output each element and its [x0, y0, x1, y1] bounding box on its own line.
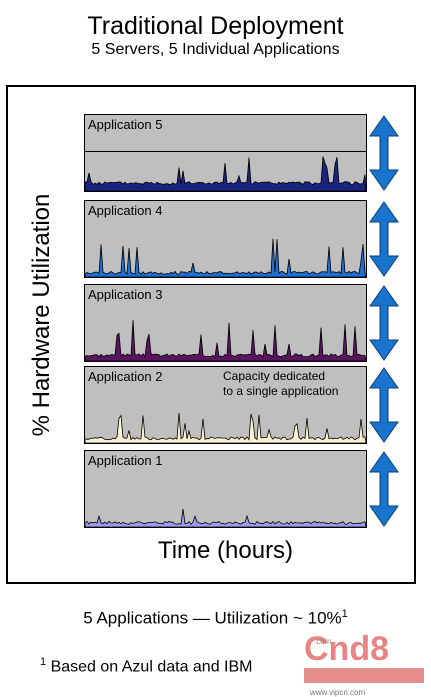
arrow-shape: [369, 115, 399, 191]
footnote: 1 Based on Azul data and IBM: [40, 652, 253, 677]
capacity-note: Capacity dedicated to a single applicati…: [223, 369, 338, 399]
y-axis-label: % Hardware Utilization: [28, 193, 55, 437]
svg-text:www.vipcn.com: www.vipcn.com: [309, 688, 365, 697]
summary-text: 5 Applications — Utilization ~ 10%: [83, 608, 342, 628]
arrow-shape: [369, 451, 399, 527]
utilization-summary: 5 Applications — Utilization ~ 10%1: [0, 604, 431, 629]
capacity-arrow-icon: [369, 201, 399, 277]
utilization-trace: [85, 238, 366, 277]
panel-application-2: Application 2 Capacity dedicated to a si…: [84, 366, 367, 444]
utilization-trace: [85, 320, 366, 361]
panel-application-3: Application 3: [84, 284, 367, 362]
utilization-chart: [85, 508, 366, 527]
panel-label: Application 2: [88, 369, 163, 384]
utilization-chart: [85, 412, 366, 443]
utilization-trace: [85, 508, 366, 527]
footnote-text: Based on Azul data and IBM: [50, 658, 253, 676]
watermark-logo: Cnd8 .com www.vipcn.com: [304, 630, 424, 697]
capacity-arrow-icon: [369, 285, 399, 361]
arrow-shape: [369, 201, 399, 277]
utilization-chart: [85, 150, 366, 191]
capacity-note-line-1: Capacity dedicated: [223, 369, 326, 383]
panel-label: Application 4: [88, 203, 163, 218]
utilization-chart: [85, 238, 366, 277]
page-subtitle: 5 Servers, 5 Individual Applications: [91, 41, 340, 58]
footnote-ref: 1: [341, 608, 348, 620]
capacity-arrow-icon: [369, 115, 399, 191]
capacity-arrow-icon: [369, 451, 399, 527]
x-axis-label: Time (hours): [157, 537, 294, 564]
panel-label: Application 5: [88, 117, 163, 132]
page-title: Traditional Deployment: [87, 12, 344, 40]
utilization-chart: [85, 320, 366, 361]
arrow-shape: [369, 367, 399, 443]
panel-label: Application 3: [88, 287, 163, 302]
footnote-marker: 1: [40, 656, 47, 668]
capacity-note-line-2: to a single application: [223, 384, 339, 398]
capacity-arrow-icon: [369, 367, 399, 443]
panel-application-5: Application 5: [84, 114, 367, 192]
utilization-trace: [85, 412, 366, 443]
panel-label: Application 1: [88, 453, 163, 468]
svg-text:.com: .com: [314, 637, 332, 646]
arrow-shape: [369, 285, 399, 361]
utilization-trace: [85, 156, 366, 191]
panel-application-1: Application 1: [84, 450, 367, 528]
panel-application-4: Application 4: [84, 200, 367, 278]
svg-text:Cnd8: Cnd8: [304, 630, 389, 668]
